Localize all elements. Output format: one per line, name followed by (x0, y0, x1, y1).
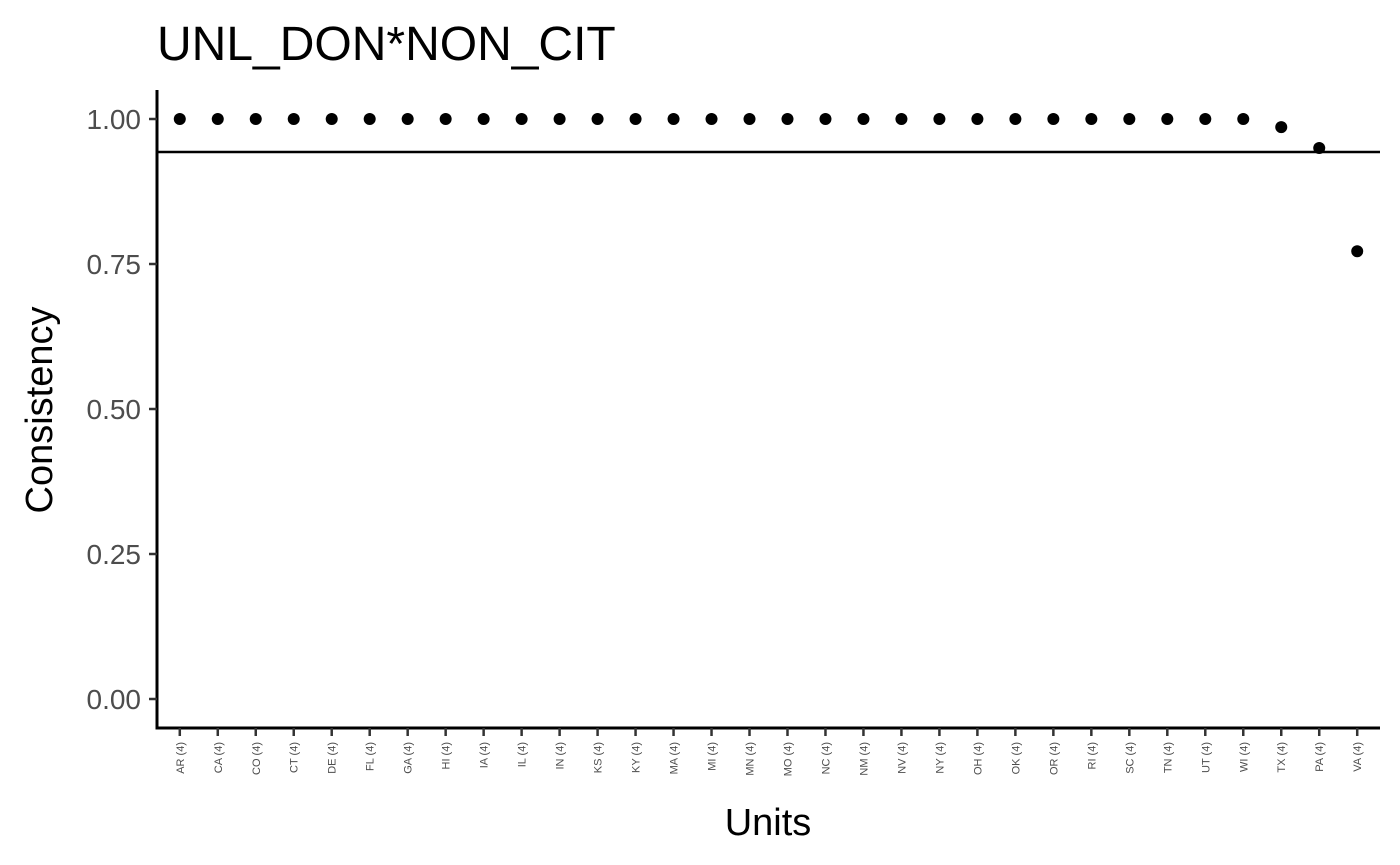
x-tick-label: WI (4) (1238, 742, 1250, 772)
data-point (1085, 113, 1098, 125)
x-tick-label: FL (4) (365, 742, 377, 771)
x-ticks-layer: AR (4) CA (4) CO (4) CT (4) DE (4) FL (4) GA (… (175, 728, 1364, 776)
y-tick-label: 0.75 (87, 249, 142, 280)
data-point (743, 113, 756, 125)
data-point (363, 113, 376, 125)
data-point (249, 113, 262, 125)
data-point (1275, 121, 1288, 134)
x-tick-label: GA (4) (403, 742, 415, 774)
data-point (819, 113, 832, 125)
y-ticks-layer: 0.00 0.25 0.50 0.75 1.00 (87, 104, 157, 715)
x-tick-label: CA (4) (213, 742, 225, 773)
points-layer (173, 113, 1364, 258)
data-point (1161, 113, 1174, 125)
data-point (553, 113, 566, 125)
data-point (1351, 245, 1364, 258)
x-tick-label: RI (4) (1086, 742, 1098, 770)
data-point (857, 113, 870, 125)
y-axis-title: Consistency (19, 307, 61, 514)
x-tick-label: OK (4) (1010, 742, 1022, 774)
data-point (667, 113, 680, 125)
x-tick-label: TX (4) (1276, 742, 1288, 773)
y-tick-label: 0.25 (87, 539, 142, 570)
x-tick-label: CO (4) (251, 742, 263, 775)
x-tick-label: MA (4) (669, 742, 681, 774)
x-tick-label: TN (4) (1162, 742, 1174, 773)
y-axis-title-group: Consistency (19, 307, 61, 514)
x-tick-label: SC (4) (1124, 742, 1136, 774)
data-point (895, 113, 908, 125)
x-tick-label: NC (4) (820, 742, 832, 774)
x-tick-label: NM (4) (858, 742, 870, 776)
data-point (173, 113, 186, 125)
x-axis-title: Units (725, 802, 812, 844)
data-point (439, 113, 452, 125)
data-point (287, 113, 300, 125)
data-point (1047, 113, 1060, 125)
x-tick-label: OR (4) (1048, 742, 1060, 775)
x-tick-label: CT (4) (289, 742, 301, 773)
data-point (325, 113, 338, 125)
data-point (1199, 113, 1212, 125)
chart-title: UNL_DON*NON_CIT (157, 18, 616, 71)
data-point (933, 113, 946, 125)
x-tick-label: HI (4) (441, 742, 453, 770)
x-tick-label: PA (4) (1314, 742, 1326, 772)
y-tick-label: 0.50 (87, 394, 142, 425)
data-point (211, 113, 224, 125)
data-point (629, 113, 642, 125)
x-tick-label: VA (4) (1352, 742, 1364, 772)
x-tick-label: MI (4) (707, 742, 719, 771)
data-point (401, 113, 414, 125)
x-tick-label: MO (4) (782, 742, 794, 776)
data-point (477, 113, 490, 125)
data-point (781, 113, 794, 125)
x-tick-label: NV (4) (896, 742, 908, 774)
axes-layer (155, 90, 1380, 730)
x-tick-label: NY (4) (934, 742, 946, 774)
y-tick-label: 0.00 (87, 684, 142, 715)
data-point (515, 113, 528, 125)
x-tick-label: OH (4) (972, 742, 984, 775)
data-point (1237, 113, 1250, 125)
data-point (1313, 142, 1326, 154)
data-point (591, 113, 604, 125)
y-tick-label: 1.00 (87, 104, 142, 135)
data-point (1009, 113, 1022, 125)
x-tick-label: KS (4) (593, 742, 605, 773)
x-tick-label: IL (4) (517, 742, 529, 767)
x-tick-label: DE (4) (327, 742, 339, 774)
x-tick-label: KY (4) (631, 742, 643, 773)
data-point (971, 113, 984, 125)
x-tick-label: MN (4) (745, 742, 757, 776)
x-tick-label: IA (4) (479, 742, 491, 768)
x-tick-label: IN (4) (555, 742, 567, 770)
data-point (705, 113, 718, 125)
x-tick-label: AR (4) (175, 742, 187, 774)
data-point (1123, 113, 1136, 125)
x-tick-label: UT (4) (1200, 742, 1212, 773)
